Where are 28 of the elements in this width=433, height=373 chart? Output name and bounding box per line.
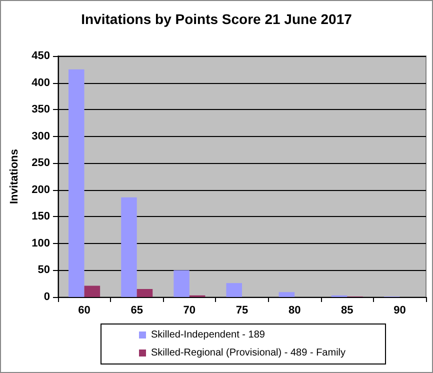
legend-label: Skilled-Regional (Provisional) - 489 - Family bbox=[151, 348, 346, 358]
x-tick-label: 80 bbox=[288, 304, 301, 316]
y-tick-label: 50 bbox=[38, 264, 50, 276]
legend-label: Skilled-Independent - 189 bbox=[151, 330, 266, 340]
chart-title: Invitations by Points Score 21 June 2017 bbox=[81, 11, 352, 27]
x-tick-label: 90 bbox=[394, 304, 406, 316]
y-tick-label: 400 bbox=[32, 76, 50, 89]
bar bbox=[174, 270, 190, 297]
y-axis-title: Invitations bbox=[8, 148, 20, 204]
y-tick-label: 250 bbox=[32, 157, 50, 170]
bar bbox=[278, 292, 295, 297]
x-tick-label: 85 bbox=[341, 304, 354, 316]
bar bbox=[68, 69, 84, 297]
y-tick-label: 300 bbox=[32, 130, 50, 142]
x-tick-label: 65 bbox=[130, 304, 143, 316]
x-tick-label: 70 bbox=[183, 304, 196, 316]
bar bbox=[226, 283, 242, 297]
x-tick-label: 60 bbox=[78, 304, 90, 316]
bar bbox=[136, 288, 153, 297]
bar bbox=[84, 286, 100, 297]
y-tick-label: 350 bbox=[32, 104, 50, 116]
bar bbox=[121, 197, 137, 297]
y-tick-label: 450 bbox=[32, 50, 50, 62]
y-tick-label: 100 bbox=[32, 237, 50, 250]
y-tick-label: 200 bbox=[32, 184, 50, 196]
y-tick-label: 150 bbox=[32, 210, 50, 223]
y-tick-label: 0 bbox=[44, 291, 50, 303]
x-tick-label: 75 bbox=[236, 304, 248, 316]
